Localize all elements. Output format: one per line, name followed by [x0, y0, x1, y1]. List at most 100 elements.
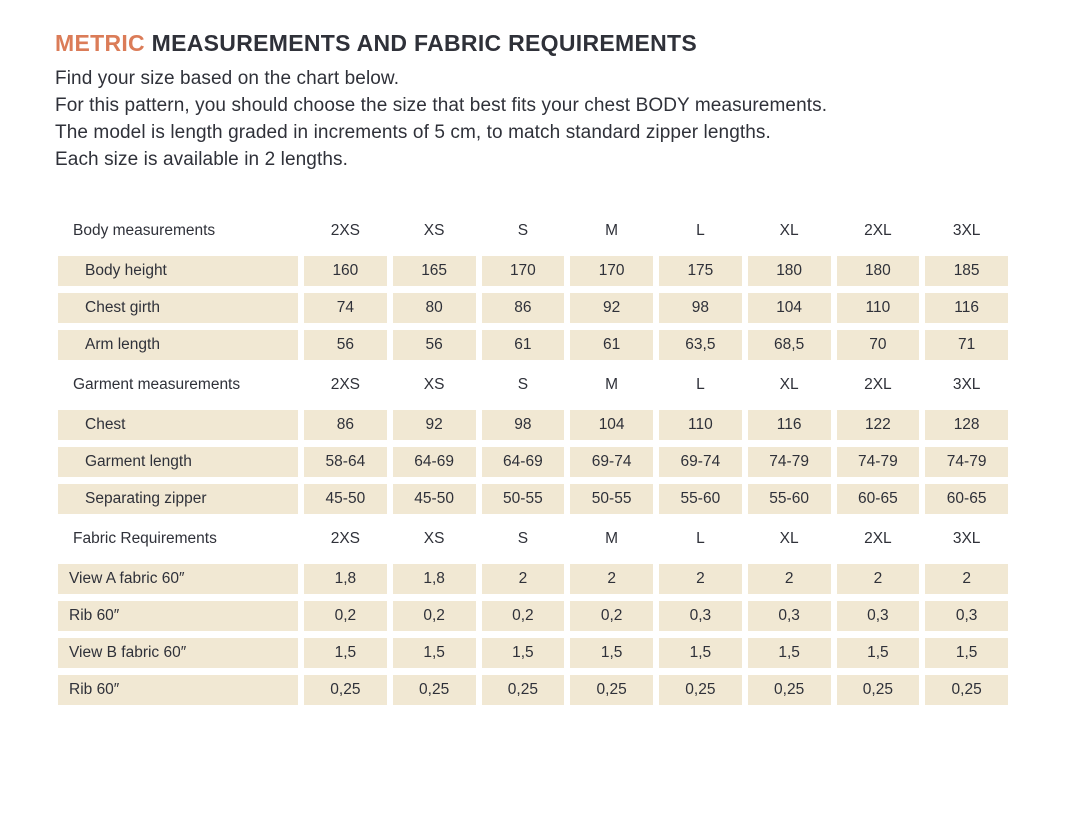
value-cell: 56 — [392, 330, 476, 360]
size-header-cell: 3XL — [952, 222, 981, 239]
value-cell: 69-74 — [659, 447, 742, 477]
value-cell: 1,5 — [836, 638, 920, 668]
value-cell: 0,25 — [304, 675, 387, 705]
value-cell: 0,25 — [747, 675, 831, 705]
value-cell: 1,5 — [392, 638, 476, 668]
value-cell: 74 — [304, 293, 387, 323]
value-cell: 92 — [570, 293, 653, 323]
size-header-cell: XS — [423, 376, 445, 393]
row-label-cell: Rib 60″ — [58, 675, 298, 705]
value-cell: 1,5 — [570, 638, 653, 668]
size-header-cell: L — [696, 530, 705, 547]
value-cell: 0,25 — [836, 675, 920, 705]
value-cell: 0,2 — [304, 601, 387, 631]
value-cell: 60-65 — [925, 484, 1008, 514]
section-header-row-body-measurements: Body measurements 2XS XS S M L XL 2XL 3X… — [58, 213, 1008, 249]
value-cell: 61 — [481, 330, 565, 360]
value-cell: 180 — [747, 256, 831, 286]
table-row-chest-girth: Chest girth 74 80 86 92 98 104 110 116 — [58, 293, 1008, 323]
value-cell: 170 — [570, 256, 653, 286]
table-row-separating-zipper: Separating zipper 45-50 45-50 50-55 50-5… — [58, 484, 1008, 514]
value-cell: 0,25 — [570, 675, 653, 705]
value-cell: 175 — [659, 256, 742, 286]
value-cell: 180 — [836, 256, 920, 286]
size-header-cell: M — [605, 222, 619, 239]
section-header-label: Body measurements — [73, 222, 216, 239]
value-cell: 74-79 — [747, 447, 831, 477]
size-header-cell: XL — [779, 530, 799, 547]
size-header-cell: L — [696, 376, 705, 393]
page-title-rest: MEASUREMENTS AND FABRIC REQUIREMENTS — [144, 30, 698, 56]
size-header-cell: 2XL — [864, 222, 892, 239]
value-cell: 104 — [570, 410, 653, 440]
size-header-cell: 3XL — [952, 376, 981, 393]
value-cell: 74-79 — [836, 447, 920, 477]
value-cell: 0,3 — [747, 601, 831, 631]
size-header-cell: L — [696, 222, 705, 239]
value-cell: 0,25 — [481, 675, 565, 705]
value-cell: 1,8 — [392, 564, 476, 594]
intro-paragraph: Find your size based on the chart below.… — [55, 65, 1085, 173]
row-label-cell: Body height — [58, 256, 298, 286]
size-header-cell: 2XS — [330, 530, 361, 547]
value-cell: 104 — [747, 293, 831, 323]
value-cell: 0,3 — [925, 601, 1008, 631]
value-cell: 58-64 — [304, 447, 387, 477]
value-cell: 185 — [925, 256, 1008, 286]
size-header-cell: M — [605, 530, 619, 547]
value-cell: 0,3 — [659, 601, 742, 631]
value-cell: 170 — [481, 256, 565, 286]
value-cell: 110 — [659, 410, 742, 440]
value-cell: 64-69 — [481, 447, 565, 477]
value-cell: 165 — [392, 256, 476, 286]
value-cell: 98 — [659, 293, 742, 323]
value-cell: 1,8 — [304, 564, 387, 594]
value-cell: 55-60 — [747, 484, 831, 514]
value-cell: 98 — [481, 410, 565, 440]
row-label-cell: Rib 60″ — [58, 601, 298, 631]
value-cell: 2 — [570, 564, 653, 594]
intro-line: The model is length graded in increments… — [55, 122, 771, 143]
section-header-row-fabric-requirements: Fabric Requirements 2XS XS S M L XL 2XL … — [58, 521, 1008, 557]
value-cell: 160 — [304, 256, 387, 286]
size-chart-table: Body measurements 2XS XS S M L XL 2XL 3X… — [58, 213, 1008, 705]
row-label-cell: View B fabric 60″ — [58, 638, 298, 668]
value-cell: 71 — [925, 330, 1008, 360]
value-cell: 122 — [836, 410, 920, 440]
table-row-chest: Chest 86 92 98 104 110 116 122 128 — [58, 410, 1008, 440]
value-cell: 61 — [570, 330, 653, 360]
table-row-view-a-fabric: View A fabric 60″ 1,8 1,8 2 2 2 2 2 2 — [58, 564, 1008, 594]
value-cell: 1,5 — [925, 638, 1008, 668]
value-cell: 68,5 — [747, 330, 831, 360]
value-cell: 110 — [836, 293, 920, 323]
value-cell: 2 — [836, 564, 920, 594]
value-cell: 128 — [925, 410, 1008, 440]
intro-line: For this pattern, you should choose the … — [55, 95, 828, 116]
value-cell: 1,5 — [481, 638, 565, 668]
value-cell: 63,5 — [659, 330, 742, 360]
value-cell: 0,25 — [392, 675, 476, 705]
size-header-cell: XS — [423, 222, 445, 239]
size-header-cell: XL — [779, 376, 799, 393]
value-cell: 45-50 — [392, 484, 476, 514]
size-header-cell: XS — [423, 530, 445, 547]
value-cell: 69-74 — [570, 447, 653, 477]
size-header-cell: 2XL — [864, 530, 892, 547]
table-row-rib-a: Rib 60″ 0,2 0,2 0,2 0,2 0,3 0,3 0,3 0,3 — [58, 601, 1008, 631]
size-header-cell: 2XL — [864, 376, 892, 393]
value-cell: 60-65 — [836, 484, 920, 514]
value-cell: 0,2 — [392, 601, 476, 631]
value-cell: 70 — [836, 330, 920, 360]
size-header-cell: S — [517, 530, 529, 547]
value-cell: 0,2 — [570, 601, 653, 631]
value-cell: 0,3 — [836, 601, 920, 631]
size-header-cell: 2XS — [330, 376, 361, 393]
page-title: METRIC MEASUREMENTS AND FABRIC REQUIREME… — [55, 30, 1085, 56]
table-row-body-height: Body height 160 165 170 170 175 180 180 … — [58, 256, 1008, 286]
table-row-garment-length: Garment length 58-64 64-69 64-69 69-74 6… — [58, 447, 1008, 477]
intro-line: Each size is available in 2 lengths. — [55, 149, 348, 170]
value-cell: 2 — [481, 564, 565, 594]
page-title-highlight: METRIC — [55, 30, 145, 56]
